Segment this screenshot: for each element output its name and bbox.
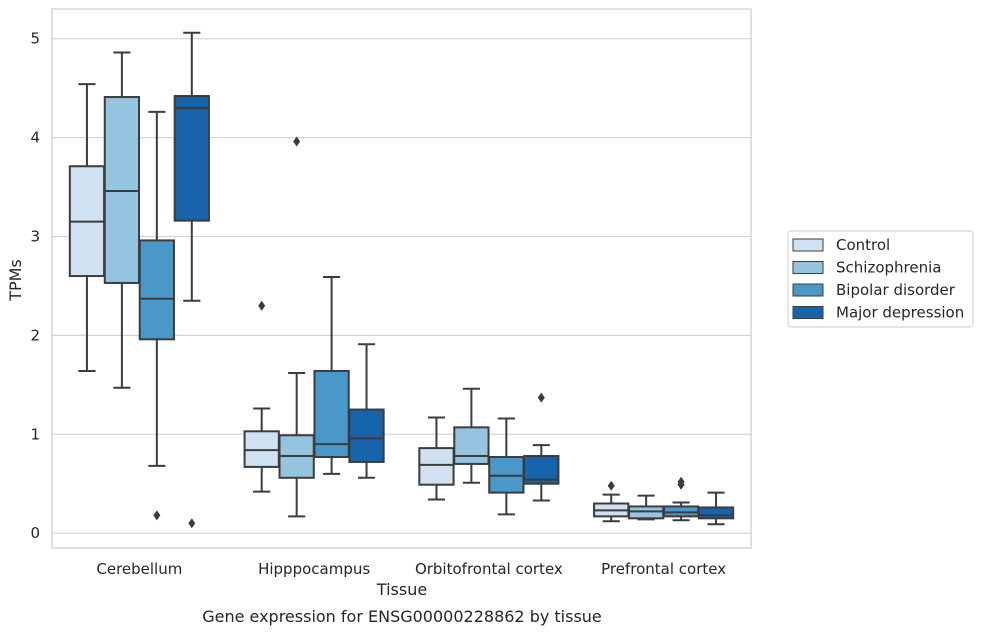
legend-item: Schizophrenia bbox=[792, 259, 941, 277]
legend-label: Major depression bbox=[836, 304, 964, 322]
plot-frame bbox=[51, 8, 752, 549]
legend-item: Bipolar disorder bbox=[792, 281, 956, 299]
y-tick-label: 2 bbox=[30, 326, 40, 344]
box-iqr bbox=[348, 408, 385, 463]
box-2-1 bbox=[313, 276, 350, 475]
box-3-0 bbox=[173, 31, 210, 529]
box-1-0 bbox=[103, 51, 141, 389]
box-3-3 bbox=[697, 491, 735, 526]
y-axis-label: TPMs bbox=[6, 259, 25, 302]
x-tick-label: Prefrontal cortex bbox=[601, 560, 726, 578]
x-tick-label: Cerebellum bbox=[96, 560, 182, 578]
x-tick-label: Orbitofrontal cortex bbox=[415, 560, 563, 578]
outlier-point bbox=[607, 480, 615, 491]
legend-swatch bbox=[792, 238, 824, 252]
box-1-1 bbox=[278, 136, 315, 518]
y-tick-label: 4 bbox=[30, 129, 40, 147]
legend-label: Bipolar disorder bbox=[836, 281, 956, 299]
box-iqr bbox=[313, 369, 350, 459]
legend-item: Major depression bbox=[792, 304, 964, 322]
box-2-2 bbox=[488, 417, 525, 516]
box-0-1 bbox=[243, 300, 280, 493]
box-3-2 bbox=[523, 392, 560, 502]
box-iqr bbox=[173, 95, 210, 222]
box-0-0 bbox=[68, 83, 106, 372]
outlier-point bbox=[258, 300, 266, 311]
outlier-point bbox=[153, 510, 161, 521]
box-3-1 bbox=[348, 343, 385, 479]
box-0-2 bbox=[418, 416, 455, 501]
box-0-3 bbox=[593, 480, 630, 523]
legend-label: Control bbox=[836, 236, 890, 254]
box-2-3 bbox=[662, 476, 700, 522]
legend-frame bbox=[787, 230, 974, 328]
chart-title: Gene expression for ENSG00000228862 by t… bbox=[202, 607, 602, 626]
box-1-2 bbox=[453, 387, 490, 484]
legend-item: Control bbox=[792, 236, 890, 254]
outlier-point bbox=[677, 476, 685, 487]
legend-swatch bbox=[792, 283, 824, 297]
outlier-point bbox=[293, 136, 301, 147]
box-2-0 bbox=[138, 110, 175, 521]
legend-label: Schizophrenia bbox=[836, 259, 941, 277]
box-plot-area bbox=[68, 31, 735, 529]
y-tick-label: 5 bbox=[30, 30, 40, 48]
y-tick-label: 1 bbox=[30, 425, 40, 443]
outlier-point bbox=[188, 518, 196, 529]
x-axis-label: Tissue bbox=[376, 580, 427, 599]
box-iqr bbox=[697, 506, 735, 520]
legend-swatch bbox=[792, 261, 824, 274]
x-axis-ticks: Cerebellum Hipppocampus Orbitofrontal cort… bbox=[96, 560, 726, 578]
box-iqr bbox=[453, 426, 490, 465]
y-tick-label: 0 bbox=[30, 524, 40, 542]
y-tick-label: 3 bbox=[30, 227, 40, 245]
box-iqr bbox=[418, 447, 455, 486]
legend: Control Schizophrenia Bipolar disorder Majo… bbox=[787, 230, 974, 328]
box-1-3 bbox=[628, 494, 665, 521]
x-tick-label: Hipppocampus bbox=[258, 560, 370, 578]
outlier-point bbox=[537, 392, 545, 403]
box-iqr bbox=[138, 239, 175, 341]
y-axis-ticks: 0 1 2 3 4 5 bbox=[30, 30, 40, 542]
legend-swatch bbox=[792, 306, 824, 319]
